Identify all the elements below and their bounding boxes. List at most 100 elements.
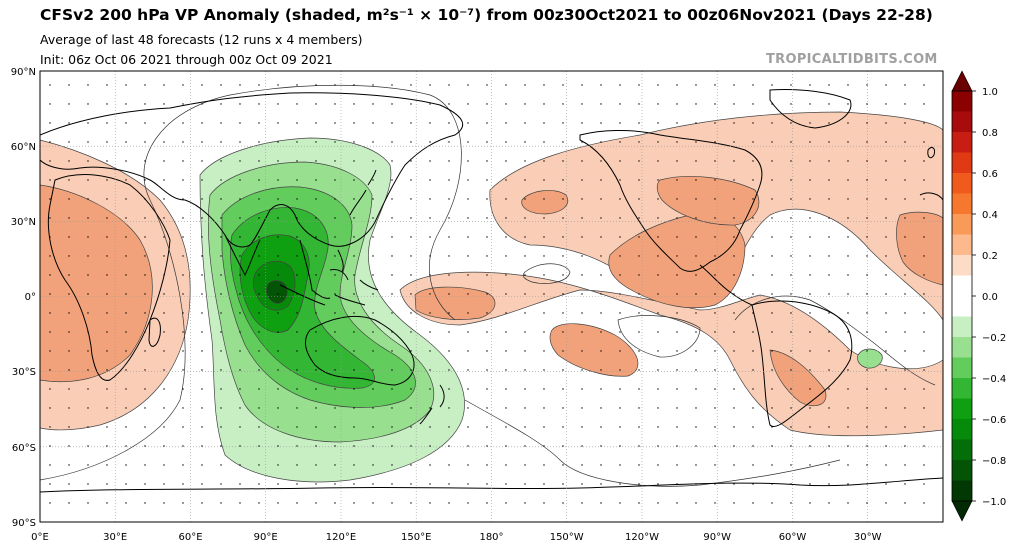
- wind-vector: [923, 179, 925, 181]
- wind-vector: [49, 426, 51, 428]
- wind-vector: [220, 350, 222, 352]
- wind-vector: [334, 103, 336, 105]
- wind-vector: [106, 407, 108, 409]
- wind-vector: [144, 179, 146, 181]
- wind-vector: [334, 445, 336, 447]
- wind-vector: [714, 483, 716, 485]
- wind-vector: [828, 84, 830, 86]
- colorbar: [951, 70, 976, 522]
- wind-vector: [809, 464, 811, 466]
- wind-vector: [239, 217, 241, 219]
- wind-vector: [638, 426, 640, 428]
- wind-vector: [467, 464, 469, 466]
- wind-vector: [581, 483, 583, 485]
- wind-vector: [277, 350, 279, 352]
- wind-vector: [49, 369, 51, 371]
- wind-vector: [353, 502, 355, 504]
- wind-vector: [505, 141, 507, 143]
- coastline-madagascar: [148, 317, 161, 347]
- wind-vector: [600, 312, 602, 314]
- wind-vector: [543, 464, 545, 466]
- coastline-new-zealand: [419, 384, 445, 425]
- wind-vector: [543, 217, 545, 219]
- wind-vector: [182, 312, 184, 314]
- wind-vector: [353, 160, 355, 162]
- wind-vector: [220, 445, 222, 447]
- wind-vector: [771, 388, 773, 390]
- wind-vector: [448, 217, 450, 219]
- wind-vector: [524, 274, 526, 276]
- wind-vector: [296, 445, 298, 447]
- wind-vector: [391, 426, 393, 428]
- wind-vector: [429, 293, 431, 295]
- wind-vector: [904, 483, 906, 485]
- lon-label: 60°W: [779, 532, 807, 543]
- init-time-subtitle: Init: 06z Oct 06 2021 through 00z Oct 09…: [40, 52, 333, 67]
- wind-vector: [581, 198, 583, 200]
- wind-vector: [733, 293, 735, 295]
- wind-vector: [239, 236, 241, 238]
- wind-vector: [695, 293, 697, 295]
- wind-vector: [790, 160, 792, 162]
- wind-vector: [543, 255, 545, 257]
- wind-vector: [410, 388, 412, 390]
- colorbar-segment: [952, 296, 972, 317]
- wind-vector: [353, 350, 355, 352]
- wind-vector: [676, 84, 678, 86]
- negative-anomaly-brazil: [857, 348, 883, 369]
- wind-vector: [771, 122, 773, 124]
- wind-vector: [866, 445, 868, 447]
- wind-vector: [866, 160, 868, 162]
- wind-vector: [49, 293, 51, 295]
- wind-vector: [410, 84, 412, 86]
- wind-vector: [809, 160, 811, 162]
- wind-vector: [733, 445, 735, 447]
- wind-vector: [220, 293, 222, 295]
- wind-vector: [391, 236, 393, 238]
- wind-vector: [847, 198, 849, 200]
- wind-vector: [562, 236, 564, 238]
- wind-vector: [733, 312, 735, 314]
- wind-vector: [638, 198, 640, 200]
- wind-vector: [866, 255, 868, 257]
- wind-vector: [923, 407, 925, 409]
- wind-vector: [182, 407, 184, 409]
- wind-vector: [733, 84, 735, 86]
- wind-vector: [733, 198, 735, 200]
- wind-vector: [771, 464, 773, 466]
- wind-vector: [220, 331, 222, 333]
- wind-vector: [752, 217, 754, 219]
- map-title: CFSv2 200 hPa VP Anomaly (shaded, m²s⁻¹ …: [40, 6, 933, 24]
- wind-vector: [657, 350, 659, 352]
- wind-vector: [106, 217, 108, 219]
- wind-vector: [771, 369, 773, 371]
- wind-vector: [163, 179, 165, 181]
- wind-vector: [581, 84, 583, 86]
- coastline-japan: [349, 169, 377, 216]
- lat-label: 0°: [25, 292, 36, 303]
- site-watermark: TROPICALTIDBITS.COM: [766, 52, 938, 67]
- lon-label: 90°E: [254, 532, 278, 543]
- wind-vector: [866, 236, 868, 238]
- wind-vector: [790, 103, 792, 105]
- wind-vector: [125, 388, 127, 390]
- wind-vector: [220, 274, 222, 276]
- wind-vector: [562, 350, 564, 352]
- wind-vector: [771, 445, 773, 447]
- wind-vector: [752, 198, 754, 200]
- wind-vector: [353, 426, 355, 428]
- wind-vector: [410, 369, 412, 371]
- wind-vector: [562, 293, 564, 295]
- wind-vector: [391, 502, 393, 504]
- longitude-labels: 0°E 30°E 60°E 90°E 120°E 150°E 180° 150°…: [31, 532, 881, 543]
- wind-vector: [866, 426, 868, 428]
- wind-vector: [182, 331, 184, 333]
- wind-vector: [600, 483, 602, 485]
- wind-vector: [220, 103, 222, 105]
- wind-vector: [619, 483, 621, 485]
- colorbar-segment: [952, 460, 972, 481]
- wind-vector: [847, 236, 849, 238]
- coastline-australia: [304, 315, 415, 386]
- wind-vector: [258, 141, 260, 143]
- wind-vector: [49, 312, 51, 314]
